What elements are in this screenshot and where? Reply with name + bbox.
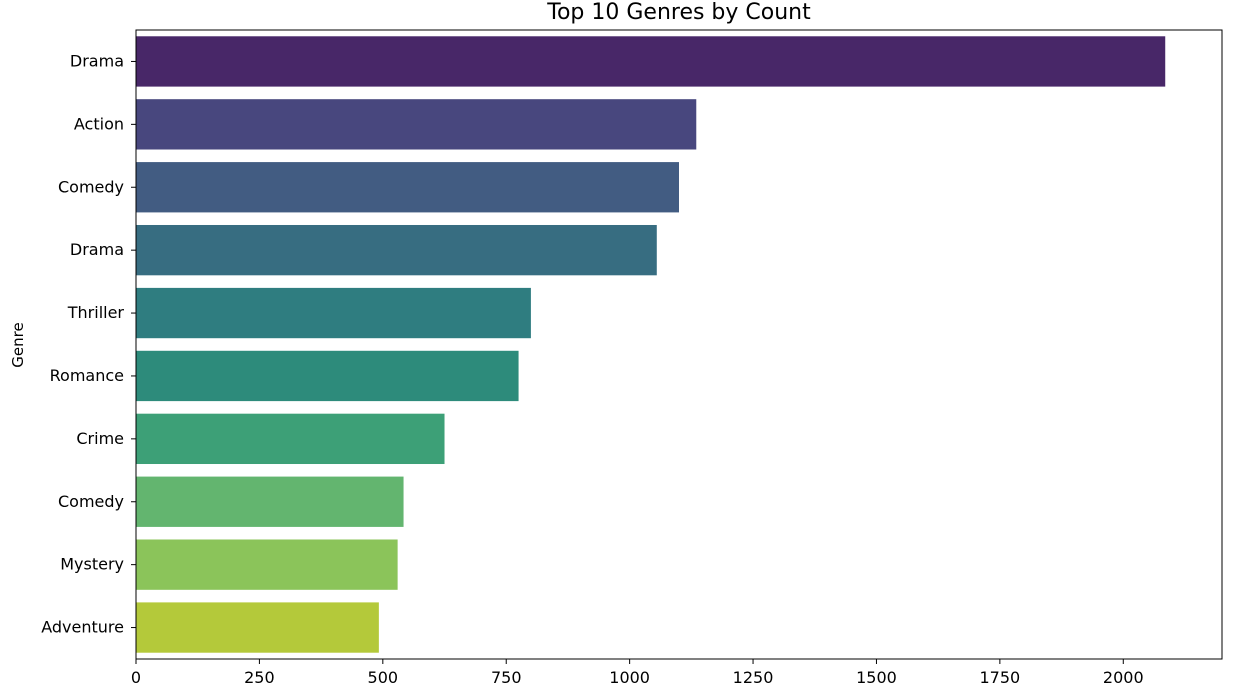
plot-frame xyxy=(135,29,1223,660)
bar-5 xyxy=(136,287,531,339)
y-axis-ticks: Drama Action Comedy Drama Thriller Romance Cri… xyxy=(41,51,136,637)
x-tick-label: 1500 xyxy=(856,668,897,687)
x-tick-label: 750 xyxy=(491,668,522,687)
y-tick-label: Mystery xyxy=(60,555,124,574)
y-tick-label: Romance xyxy=(50,366,124,385)
x-tick-label: 1750 xyxy=(980,668,1021,687)
x-axis-ticks: 0 250 500 750 1000 1250 1500 1750 2000 xyxy=(131,659,1144,687)
bar-8 xyxy=(136,476,404,527)
bars-group xyxy=(136,36,1166,653)
bar-7 xyxy=(136,413,445,465)
y-tick-label: Comedy xyxy=(58,177,124,196)
x-tick-label: 2000 xyxy=(1103,668,1144,687)
y-tick-label: Thriller xyxy=(67,303,125,322)
bar-1 xyxy=(136,36,1166,87)
bar-10 xyxy=(136,602,379,653)
chart-title: Top 10 Genres by Count xyxy=(546,0,811,25)
y-tick-label: Comedy xyxy=(58,492,124,511)
x-tick-label: 1250 xyxy=(733,668,774,687)
y-tick-label: Action xyxy=(74,114,124,133)
x-tick-label: 250 xyxy=(244,668,275,687)
bar-3 xyxy=(136,162,679,213)
y-tick-label: Drama xyxy=(70,51,124,70)
bar-9 xyxy=(136,539,398,590)
y-tick-label: Drama xyxy=(70,240,124,259)
x-tick-label: 0 xyxy=(131,668,141,687)
y-tick-label: Crime xyxy=(76,429,124,448)
y-axis-label: Genre xyxy=(9,322,27,367)
bar-2 xyxy=(136,99,697,150)
bar-4 xyxy=(136,224,657,276)
bar-6 xyxy=(136,350,519,402)
x-tick-label: 500 xyxy=(368,668,399,687)
y-tick-label: Adventure xyxy=(41,618,124,637)
x-tick-label: 1000 xyxy=(609,668,650,687)
